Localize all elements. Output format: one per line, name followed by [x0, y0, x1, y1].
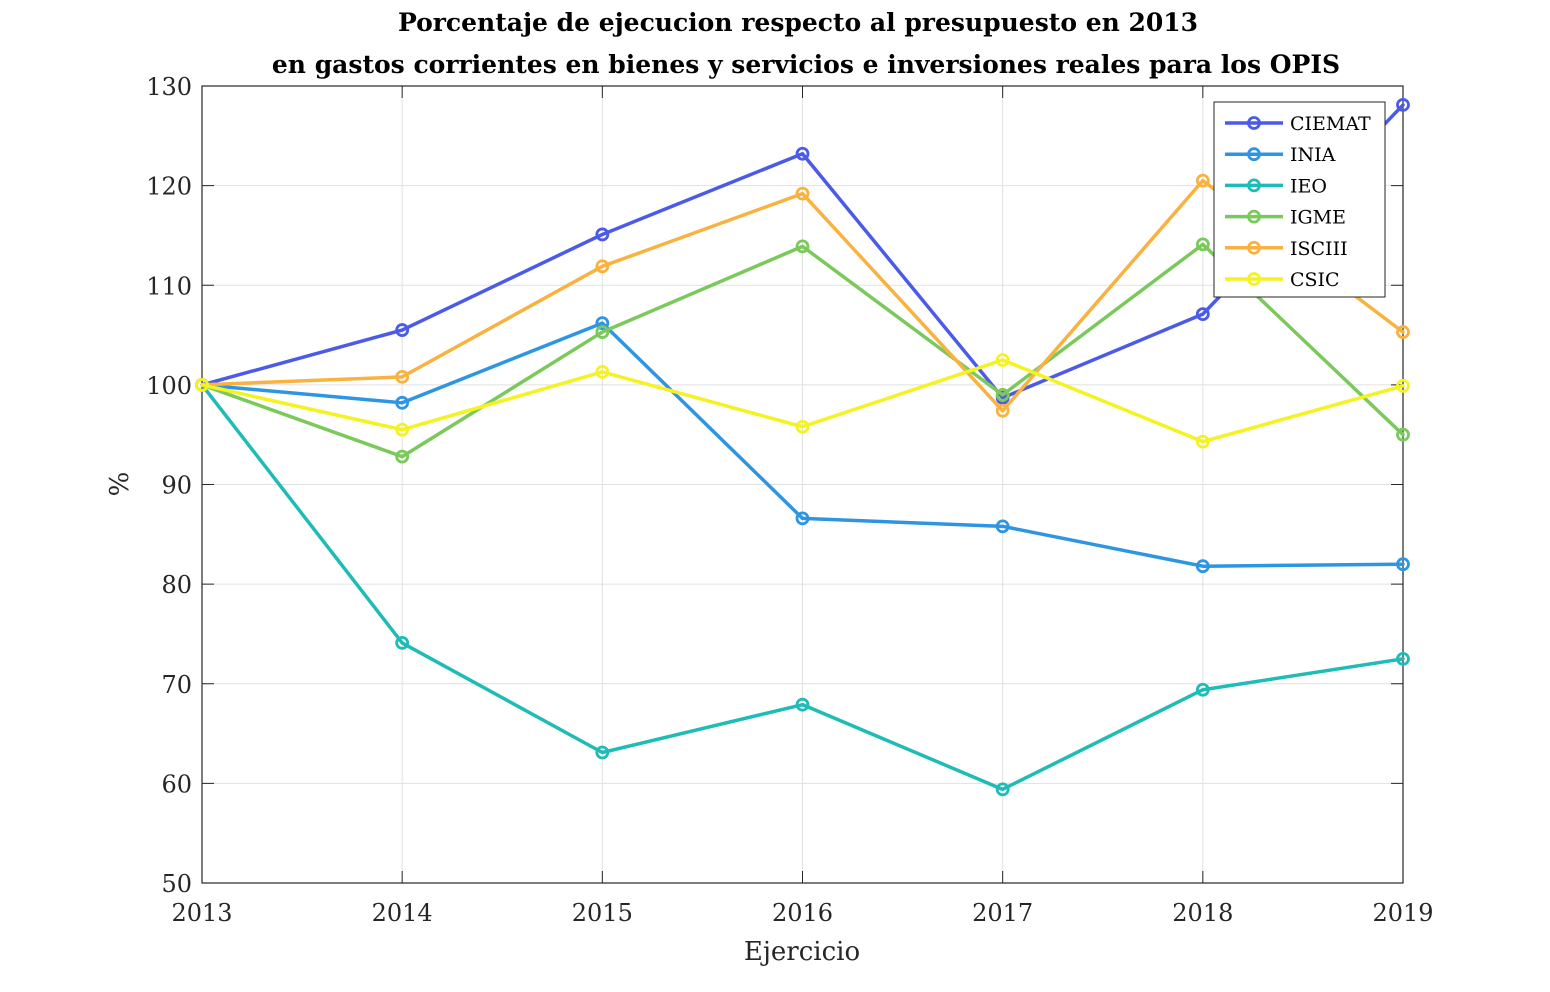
data-point-csic: [595, 365, 610, 379]
data-point-isciii: [595, 259, 610, 274]
series-isciii: [195, 173, 1410, 418]
axis-ticks: 2013 2014 2015 2016 2017 2018 2019 50 60 70 80 90 10…: [146, 73, 1433, 927]
data-point-csic: [395, 422, 410, 437]
data-point-csic: [795, 419, 810, 434]
data-point-ieo: [1195, 682, 1210, 697]
data-point-igme: [795, 239, 810, 254]
legend-swatch-marker: [1247, 209, 1261, 224]
legend-item-isciii: ISCIII: [1225, 238, 1348, 260]
legend-label-isciii: ISCIII: [1290, 238, 1348, 260]
series-lines: [195, 98, 1410, 797]
y-tick-label: 60: [161, 770, 192, 798]
chart-title-line-1: Porcentaje de ejecucion respecto al pres…: [398, 8, 1198, 37]
data-point-ieo: [795, 697, 810, 712]
data-point-ciemat: [595, 227, 610, 242]
y-tick-label: 70: [161, 671, 192, 699]
data-point-igme: [1396, 427, 1410, 442]
legend-item-igme: IGME: [1225, 207, 1346, 229]
y-axis-label: %: [105, 472, 135, 497]
series-line-ciemat: [200, 103, 1405, 400]
data-point-inia: [1396, 557, 1410, 572]
x-tick-label: 2016: [772, 899, 833, 927]
data-point-csic: [1396, 378, 1410, 393]
data-point-csic: [995, 353, 1010, 367]
data-point-isciii: [1195, 173, 1210, 188]
legend-label-inia: INIA: [1290, 144, 1336, 166]
data-point-isciii: [795, 186, 810, 201]
series-csic: [195, 353, 1410, 449]
y-tick-label: 90: [161, 472, 192, 500]
data-point-csic: [1195, 434, 1210, 449]
y-tick-label: 130: [146, 73, 192, 101]
data-point-inia: [595, 316, 610, 331]
chart-title-line-2: en gastos corrientes en bienes y servici…: [272, 50, 1340, 79]
x-tick-label: 2013: [171, 899, 232, 927]
data-point-igme: [995, 387, 1010, 402]
legend-swatch-marker: [1247, 178, 1261, 193]
x-tick-label: 2018: [1172, 899, 1233, 927]
x-tick-label: 2019: [1372, 899, 1433, 927]
legend-label-ieo: IEO: [1290, 175, 1327, 197]
data-point-ciemat: [1195, 307, 1210, 322]
data-point-ieo: [395, 636, 410, 650]
series-line-isciii: [200, 178, 1405, 413]
data-point-inia: [995, 519, 1010, 534]
y-tick-label: 50: [161, 870, 192, 898]
legend-item-ciemat: CIEMAT: [1225, 113, 1371, 135]
series-line-inia: [200, 321, 1405, 568]
data-point-ciemat: [1396, 98, 1410, 112]
x-tick-label: 2017: [972, 899, 1033, 927]
y-tick-label: 110: [146, 272, 192, 300]
legend-items: CIEMAT INIA IEO IGME ISCIII CSIC: [1225, 113, 1371, 291]
data-point-isciii: [995, 403, 1010, 418]
series-line-igme: [200, 242, 1405, 459]
legend-label-igme: IGME: [1290, 207, 1346, 229]
series-line-ieo: [200, 383, 1405, 792]
data-point-ieo: [1396, 651, 1410, 666]
data-point-igme: [595, 325, 610, 339]
data-point-inia: [1195, 559, 1210, 574]
data-point-ieo: [595, 745, 610, 760]
x-tick-label: 2014: [372, 899, 433, 927]
legend: CIEMAT INIA IEO IGME ISCIII CSIC: [1213, 101, 1386, 298]
data-point-isciii: [1396, 325, 1410, 339]
data-point-ciemat: [395, 323, 410, 337]
legend-box: [1213, 101, 1386, 298]
data-point-isciii: [395, 370, 410, 384]
data-point-ieo: [995, 782, 1010, 797]
x-axis-label: Ejercicio: [744, 937, 860, 967]
y-tick-label: 80: [161, 571, 192, 599]
data-point-inia: [795, 511, 810, 526]
data-point-igme: [1195, 237, 1210, 252]
legend-label-ciemat: CIEMAT: [1290, 113, 1371, 135]
data-point-csic: [195, 377, 209, 392]
data-point-ciemat: [795, 146, 810, 161]
legend-swatch-marker: [1247, 272, 1261, 286]
legend-swatch-marker: [1247, 147, 1261, 162]
y-tick-label: 120: [146, 173, 192, 201]
x-tick-label: 2015: [572, 899, 633, 927]
data-point-inia: [395, 395, 410, 410]
legend-swatch-marker: [1247, 240, 1261, 255]
data-point-igme: [395, 449, 410, 464]
legend-item-csic: CSIC: [1225, 269, 1340, 291]
series-line-csic: [200, 358, 1405, 444]
grid-lines: [202, 86, 1403, 883]
legend-item-ieo: IEO: [1225, 175, 1327, 197]
legend-swatch-marker: [1247, 116, 1261, 130]
legend-item-inia: INIA: [1225, 144, 1336, 166]
y-tick-label: 100: [146, 372, 192, 400]
legend-label-csic: CSIC: [1290, 269, 1340, 291]
